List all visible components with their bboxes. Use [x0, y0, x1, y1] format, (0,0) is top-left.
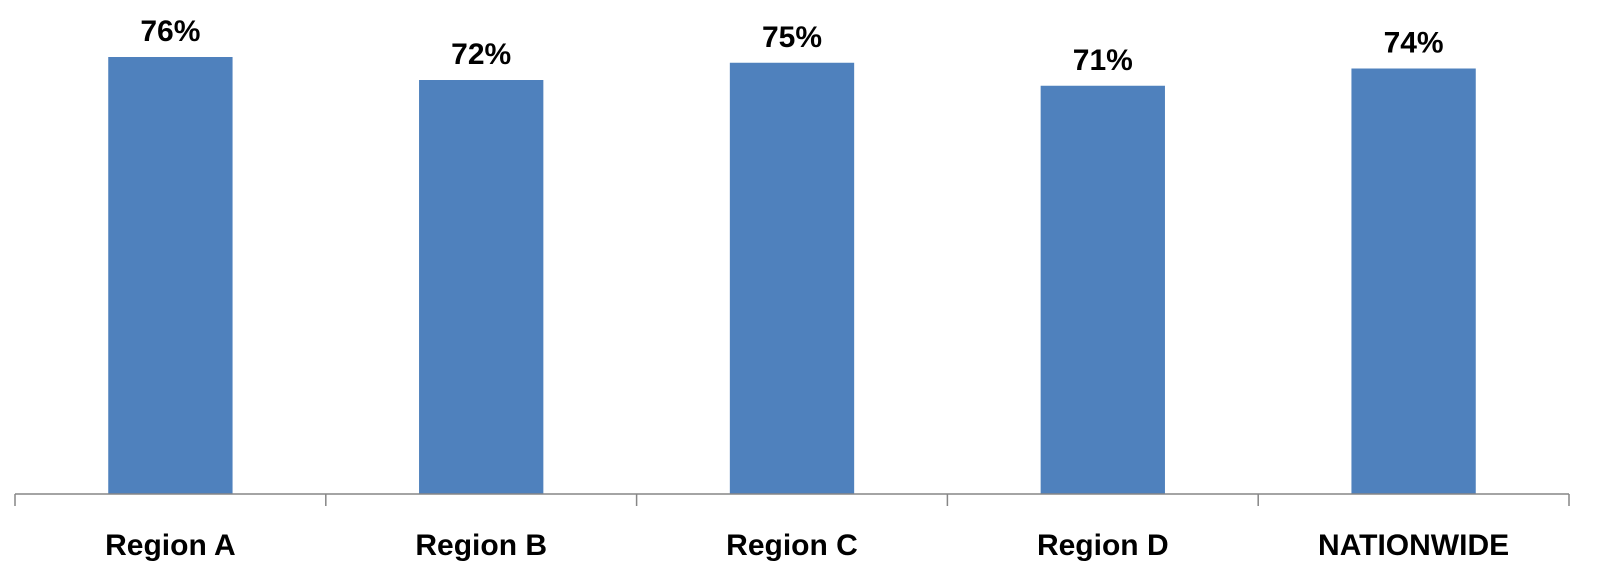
- x-axis-ticks-group: [14, 494, 1570, 506]
- bar-data-label: 71%: [1073, 44, 1133, 77]
- bar: [1351, 68, 1476, 494]
- bar: [108, 57, 233, 494]
- bar: [1040, 85, 1165, 494]
- bar-data-label: 74%: [1384, 27, 1444, 60]
- bar-data-label: 76%: [140, 15, 200, 48]
- data-labels-group: 76% 72% 75% 71% 74%: [140, 15, 1443, 77]
- bar-data-label: 75%: [762, 21, 822, 54]
- bar-data-label: 72%: [451, 38, 511, 71]
- category-label: Region C: [726, 529, 858, 562]
- bar: [419, 80, 544, 494]
- bars-group: [108, 57, 1476, 494]
- bar: [729, 62, 855, 494]
- category-label: Region A: [105, 529, 236, 562]
- category-label: Region B: [415, 529, 547, 562]
- category-label: NATIONWIDE: [1318, 529, 1509, 562]
- category-label: Region D: [1037, 529, 1169, 562]
- category-labels-group: Region A Region B Region C Region D NATIONWI…: [105, 529, 1509, 562]
